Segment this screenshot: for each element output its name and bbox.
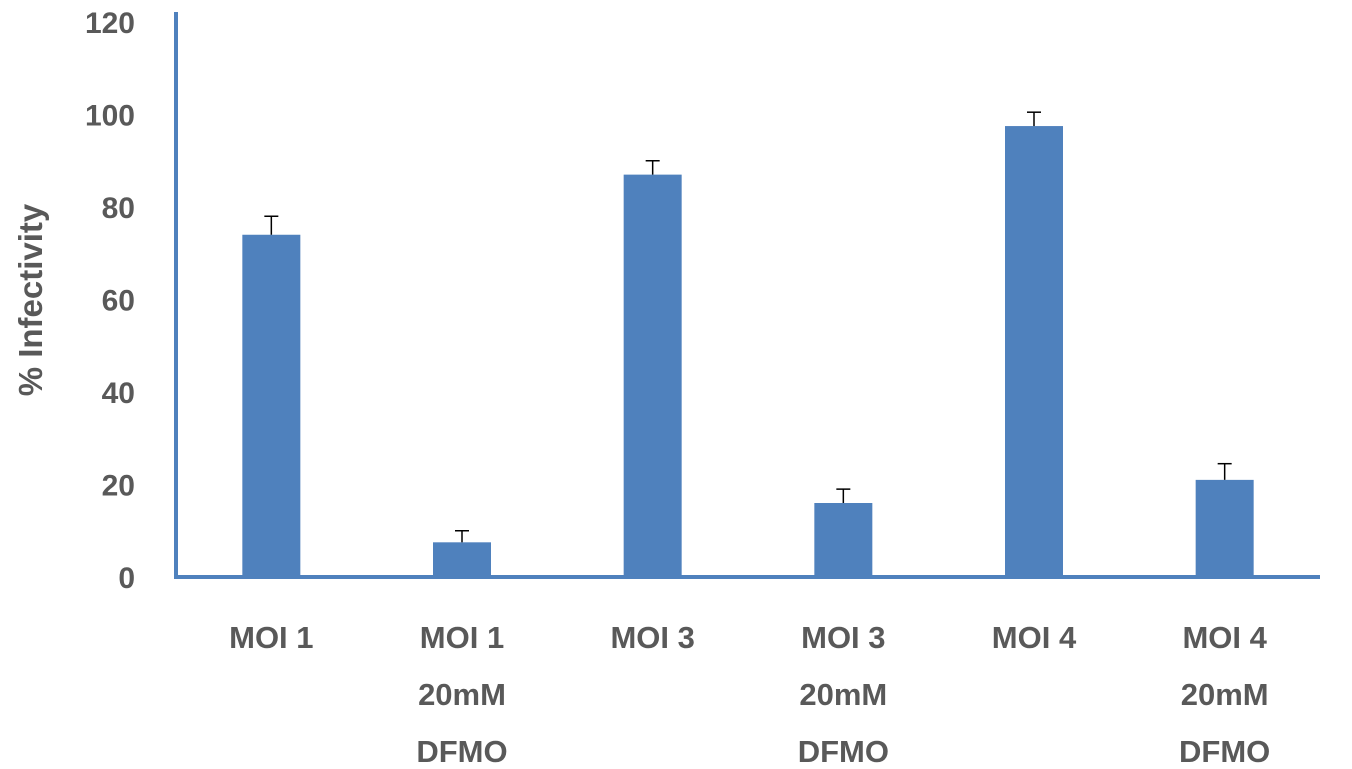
error-bar xyxy=(1217,462,1232,480)
bar xyxy=(623,174,682,577)
bar xyxy=(433,542,491,577)
x-category-label-line: 20mM xyxy=(418,677,506,712)
y-axis-ticks: 0 20 40 60 80 100 120 xyxy=(85,7,135,595)
x-category-label-line: MOI 3 xyxy=(801,620,885,655)
x-category-label-line: MOI 4 xyxy=(992,620,1077,655)
y-tick-label: 40 xyxy=(102,377,135,410)
bar xyxy=(242,234,301,577)
y-tick-label: 20 xyxy=(102,470,135,503)
y-tick-label: 60 xyxy=(102,285,135,318)
axes xyxy=(174,12,1320,579)
x-category-label-line: DFMO xyxy=(1179,734,1270,769)
error-bar xyxy=(645,160,660,175)
bar xyxy=(1195,479,1254,577)
error-bar xyxy=(455,530,469,543)
error-bar xyxy=(264,215,279,235)
bars xyxy=(242,126,1254,577)
x-category-label-line: MOI 4 xyxy=(1182,620,1267,655)
x-category-label: MOI 1 xyxy=(229,620,313,655)
x-category-label: MOI 1 20mM DFMO xyxy=(416,620,507,769)
y-tick-label: 100 xyxy=(85,100,135,133)
y-axis-label: % Infectivity xyxy=(12,203,49,396)
error-bar xyxy=(1027,111,1041,127)
x-category-label-line: MOI 3 xyxy=(610,620,694,655)
error-bars xyxy=(264,111,1232,543)
x-category-label: MOI 3 xyxy=(610,620,694,655)
x-category-label-line: DFMO xyxy=(416,734,507,769)
y-tick-label: 120 xyxy=(85,7,135,40)
x-category-label-line: 20mM xyxy=(1181,677,1269,712)
x-category-label: MOI 4 20mM DFMO xyxy=(1179,620,1270,769)
x-category-label: MOI 3 20mM DFMO xyxy=(798,620,889,769)
x-category-label-line: MOI 1 xyxy=(420,620,504,655)
x-category-label-line: 20mM xyxy=(799,677,887,712)
x-category-label: MOI 4 xyxy=(992,620,1077,655)
y-axis-label-group: % Infectivity xyxy=(12,203,49,396)
x-category-label-line: MOI 1 xyxy=(229,620,313,655)
error-bar xyxy=(836,488,851,503)
bar xyxy=(1005,126,1063,577)
y-tick-label: 80 xyxy=(102,192,135,225)
bar xyxy=(814,503,873,577)
x-category-label-line: DFMO xyxy=(798,734,889,769)
y-tick-label: 0 xyxy=(118,562,135,595)
